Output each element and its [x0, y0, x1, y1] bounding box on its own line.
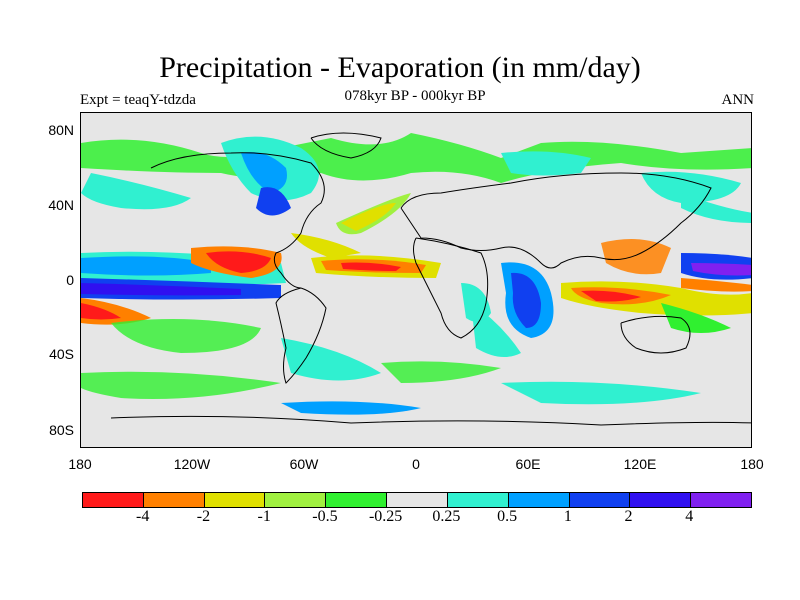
tropical-atlantic-pattern — [291, 233, 441, 278]
experiment-label: Expt = teaqY-tdzda — [80, 92, 196, 108]
colorbar-box — [691, 493, 751, 507]
colorbar-box — [204, 493, 266, 507]
lon-label-180w: 180 — [68, 456, 92, 472]
map-field — [81, 132, 751, 426]
colorbar-label: -0.25 — [368, 508, 403, 525]
season-label: ANN — [721, 92, 755, 108]
colorbar-box — [143, 493, 205, 507]
southern-ocean-pattern — [81, 338, 701, 415]
indian-ocean-pattern — [461, 262, 554, 357]
colorbar-box — [83, 493, 144, 507]
colorbar-label: -1 — [257, 508, 271, 525]
lon-label-120e: 120E — [623, 456, 657, 472]
colorbar-box — [508, 493, 570, 507]
lat-label-80s: 80S — [49, 422, 74, 438]
colorbar-label: 2 — [624, 508, 633, 525]
colorbar-label: 0.25 — [432, 508, 461, 525]
lon-label-180e: 180 — [740, 456, 764, 472]
lat-label-40n: 40N — [48, 197, 74, 213]
colorbar-box — [569, 493, 631, 507]
lat-label-40s: 40S — [49, 346, 74, 362]
colorbar-label: -0.5 — [312, 508, 338, 525]
plot-title: Precipitation - Evaporation (in mm/day) — [159, 51, 641, 84]
colorbar-label: 1 — [563, 508, 572, 525]
colorbar-box — [447, 493, 509, 507]
colorbar-box — [265, 493, 327, 507]
map-panel — [80, 112, 752, 448]
colorbar-label: -2 — [196, 508, 211, 525]
lat-label-80n: 80N — [48, 122, 74, 138]
colorbar-box — [387, 493, 448, 507]
lat-label-eq: 0 — [66, 272, 74, 288]
plot-subtitle: 078kyr BP - 000kyr BP — [344, 88, 486, 104]
colorbar-box — [630, 493, 692, 507]
warm-pool-pattern — [561, 239, 751, 333]
high-lat-north-pattern — [81, 133, 751, 235]
colorbar-label: 4 — [685, 508, 694, 525]
colorbar-label: 0.5 — [497, 508, 518, 525]
lon-label-120w: 120W — [173, 456, 211, 472]
colorbar-label: -4 — [136, 508, 150, 525]
tropical-pacific-pattern — [81, 246, 286, 353]
colorbar — [82, 492, 752, 508]
colorbar-box — [326, 493, 388, 507]
continent-outlines — [110, 132, 751, 426]
lon-label-60w: 60W — [289, 456, 319, 472]
lon-label-0: 0 — [412, 456, 420, 472]
lon-label-60e: 60E — [515, 456, 541, 472]
